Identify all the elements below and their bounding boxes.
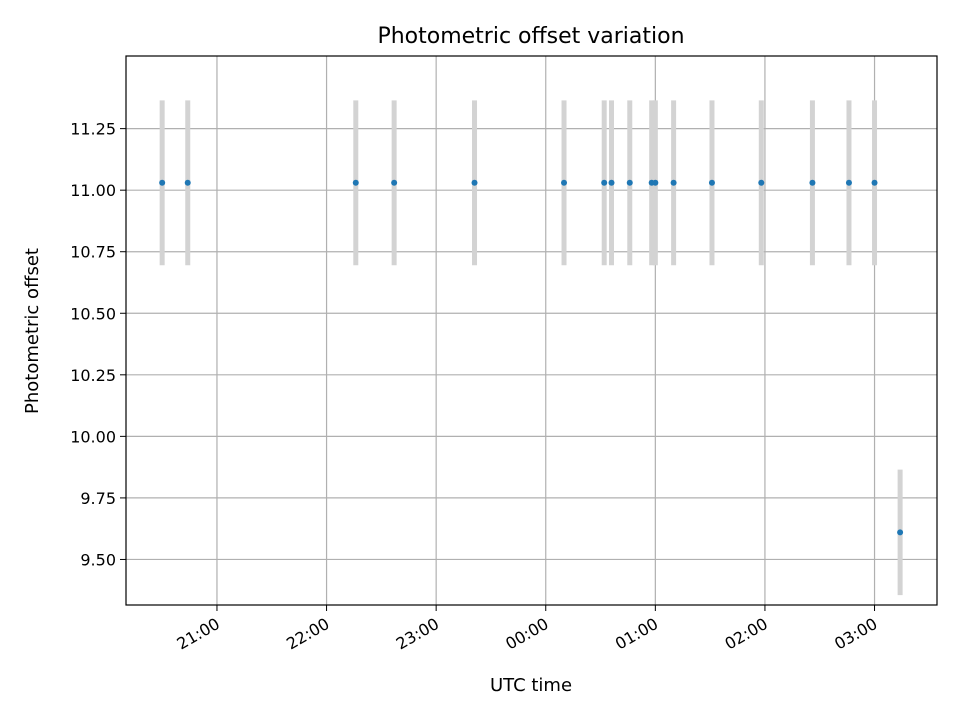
y-tick-label: 10.75 <box>70 243 116 262</box>
data-point <box>608 179 615 186</box>
x-axis-label: UTC time <box>490 675 572 696</box>
data-point <box>391 179 398 186</box>
data-point <box>809 179 816 186</box>
data-point <box>652 179 659 186</box>
y-tick-label: 9.75 <box>80 489 116 508</box>
y-tick-label: 11.00 <box>70 181 116 200</box>
data-point <box>758 179 765 186</box>
data-point <box>471 179 478 186</box>
data-point <box>670 179 677 186</box>
y-tick-label: 9.50 <box>80 550 116 569</box>
data-point <box>708 179 715 186</box>
data-point <box>159 179 166 186</box>
y-tick-label: 10.00 <box>70 427 116 446</box>
data-point <box>561 179 568 186</box>
data-point <box>601 179 608 186</box>
y-axis-ticks: 9.50 9.75 10.00 10.25 10.50 10.75 11.00 11.25 <box>70 120 126 569</box>
data-point <box>845 179 852 186</box>
y-axis-label: Photometric offset <box>22 248 43 414</box>
data-point <box>184 179 191 186</box>
y-tick-label: 10.25 <box>70 366 116 385</box>
data-points <box>159 179 904 536</box>
data-point <box>352 179 359 186</box>
data-point <box>871 179 878 186</box>
data-point <box>626 179 633 186</box>
chart-title: Photometric offset variation <box>377 24 684 49</box>
y-tick-label: 11.25 <box>70 120 116 139</box>
data-point <box>897 529 904 536</box>
plot-frame <box>125 55 938 606</box>
grid <box>126 56 937 605</box>
y-tick-label: 10.50 <box>70 304 116 323</box>
